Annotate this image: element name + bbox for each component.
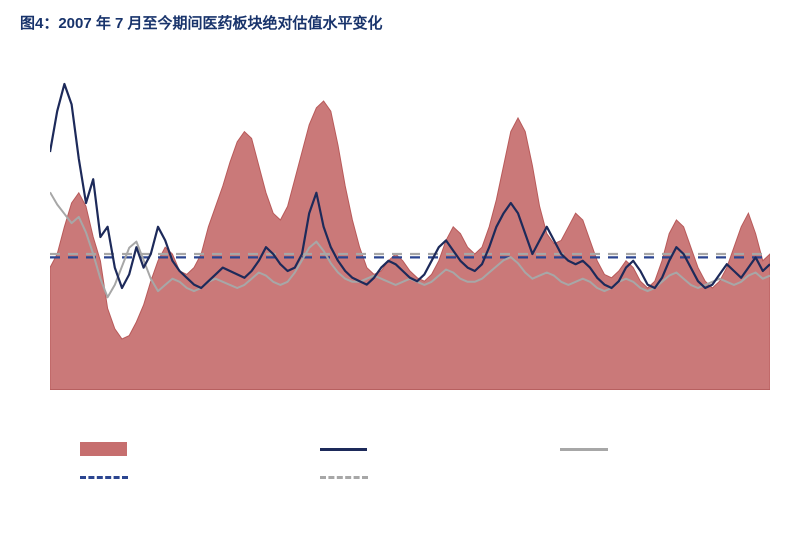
plot-svg (50, 50, 770, 390)
legend-swatch (80, 476, 128, 479)
area-series (50, 101, 770, 390)
legend-item: 申万医药PB均值 (320, 465, 500, 489)
chart-title-text: 图4：2007 年 7 月至今期间医药板块绝对估值水平变化 (20, 15, 383, 32)
legend-swatch (80, 442, 127, 456)
legend: 申万医药PE(TTM)申万医药PE(TTM)申万医药PB 申万医药PE均值申万医… (80, 440, 740, 496)
legend-item: 申万医药PE(TTM) (320, 428, 500, 470)
legend-item: 申万医药PE均值 (80, 465, 260, 489)
legend-swatch (320, 476, 368, 479)
legend-row-1: 申万医药PE(TTM)申万医药PE(TTM)申万医药PB (80, 440, 740, 458)
chart-title: 图4：2007 年 7 月至今期间医药板块绝对估值水平变化 (20, 12, 383, 33)
legend-swatch (560, 448, 608, 451)
chart-container (50, 50, 770, 420)
legend-item: 申万医药PB (560, 437, 740, 461)
legend-swatch (320, 448, 367, 451)
plot-area (50, 50, 770, 390)
legend-item: 申万医药PE(TTM) (80, 428, 260, 470)
legend-row-2: 申万医药PE均值 申万医药PB均值 (80, 468, 740, 486)
